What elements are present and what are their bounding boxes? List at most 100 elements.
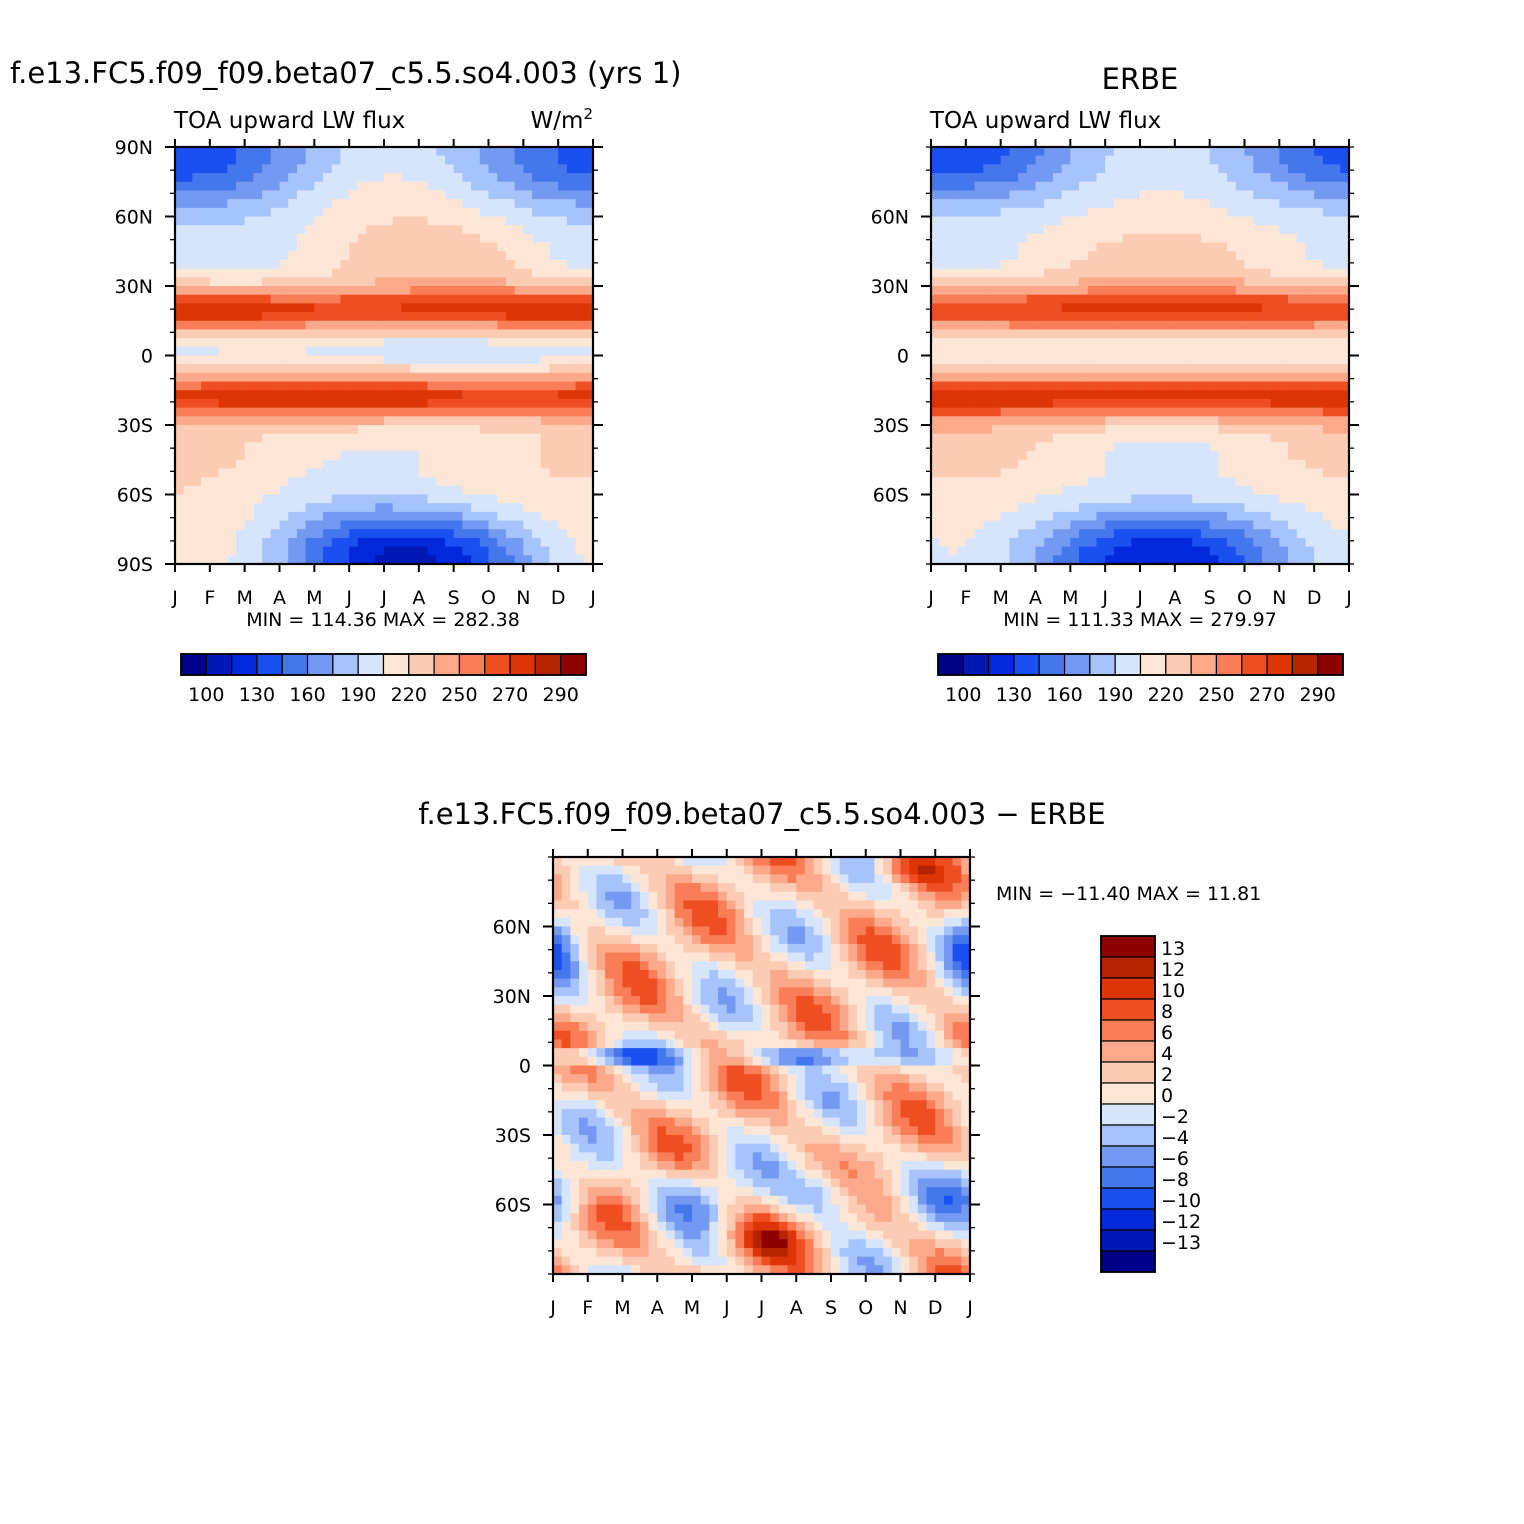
obs-cell xyxy=(957,485,967,496)
obs-cell xyxy=(1253,199,1263,209)
obs-cell xyxy=(957,355,967,365)
diff-cell xyxy=(909,857,919,867)
obs-cell xyxy=(1200,503,1211,513)
obs-cell xyxy=(1070,407,1080,417)
model-cell xyxy=(514,147,524,157)
model-cell xyxy=(279,190,289,200)
obs-cell xyxy=(957,303,967,313)
obs-cell xyxy=(1079,147,1089,157)
model-cell xyxy=(540,398,551,409)
model-cell xyxy=(471,225,481,235)
model-cell xyxy=(427,225,437,235)
model-cell xyxy=(584,546,593,556)
obs-cell xyxy=(1296,546,1307,556)
obs-cell xyxy=(1314,346,1324,357)
model-cell xyxy=(235,407,246,417)
model-cell xyxy=(575,555,585,564)
model-cell xyxy=(584,338,593,348)
obs-cell xyxy=(974,190,984,200)
obs-cell xyxy=(1079,155,1089,165)
obs-cell xyxy=(1000,233,1010,244)
model-cell xyxy=(192,364,202,374)
model-cell xyxy=(349,537,359,548)
obs-cell xyxy=(1070,251,1080,261)
model-cell xyxy=(279,433,289,443)
model-cell xyxy=(584,537,593,548)
obs-cell xyxy=(1296,155,1307,165)
model-cell xyxy=(175,555,185,564)
model-cell xyxy=(314,485,324,496)
model-cell xyxy=(427,242,437,252)
obs-cell xyxy=(974,199,984,209)
obs-cell xyxy=(1096,529,1106,539)
model-cell xyxy=(323,251,333,261)
obs-colorbar-swatch xyxy=(1215,653,1243,676)
obs-cell xyxy=(1148,294,1159,304)
obs-cell xyxy=(1235,155,1246,165)
model-cell xyxy=(462,520,472,530)
model-cell xyxy=(349,164,359,174)
model-cell xyxy=(331,546,342,556)
model-cell xyxy=(244,520,254,530)
obs-cell xyxy=(1218,355,1228,365)
model-cell xyxy=(375,503,385,513)
model-cell xyxy=(462,529,472,539)
model-cell xyxy=(244,181,254,192)
obs-cell xyxy=(983,503,993,513)
obs-cell xyxy=(1244,155,1254,165)
model-cell xyxy=(331,364,342,374)
obs-cell xyxy=(965,329,976,339)
obs-cell xyxy=(1322,173,1333,183)
model-cell xyxy=(427,190,437,200)
model-cell xyxy=(558,225,568,235)
obs-cell xyxy=(1052,147,1063,157)
model-cell xyxy=(314,207,324,218)
model-cell xyxy=(514,451,524,461)
obs-cell xyxy=(983,425,993,435)
model-cell xyxy=(532,390,542,400)
model-cell xyxy=(235,346,246,357)
obs-cell xyxy=(983,442,993,452)
obs-cell xyxy=(1096,355,1106,365)
obs-cell xyxy=(1087,529,1098,539)
model-cell xyxy=(584,207,593,218)
obs-cell xyxy=(983,459,993,470)
obs-cell xyxy=(1035,346,1045,357)
obs-cell xyxy=(1314,199,1324,209)
model-cell xyxy=(479,477,490,487)
diff-cell xyxy=(700,874,710,884)
model-cell xyxy=(314,537,324,548)
obs-cell xyxy=(1079,320,1089,331)
obs-cell xyxy=(1079,277,1089,287)
obs-cell xyxy=(1113,503,1124,513)
obs-cell xyxy=(948,442,958,452)
model-cell xyxy=(288,173,298,183)
model-cell xyxy=(479,451,490,461)
obs-cell xyxy=(957,147,967,157)
obs-cell xyxy=(948,233,958,244)
obs-cell xyxy=(1331,294,1341,304)
model-cell xyxy=(253,477,263,487)
model-cell xyxy=(323,294,333,304)
obs-cell xyxy=(1009,268,1019,278)
obs-cell xyxy=(1200,173,1211,183)
model-cell xyxy=(183,433,194,443)
obs-cell xyxy=(1052,155,1063,165)
obs-cell xyxy=(1122,546,1132,556)
model-cell xyxy=(453,294,463,304)
model-cell xyxy=(253,147,263,157)
obs-cell xyxy=(1061,381,1071,391)
obs-cell xyxy=(1253,320,1263,331)
obs-cell xyxy=(965,259,976,270)
model-cell xyxy=(410,181,420,192)
obs-cell xyxy=(1305,485,1315,496)
model-cell xyxy=(497,546,507,556)
model-cell xyxy=(566,425,577,435)
obs-cell xyxy=(1200,207,1211,218)
obs-xtick-label: S xyxy=(1204,587,1216,609)
model-cell xyxy=(201,485,211,496)
obs-cell xyxy=(1166,390,1176,400)
model-cell xyxy=(183,503,194,513)
model-cell xyxy=(540,173,551,183)
